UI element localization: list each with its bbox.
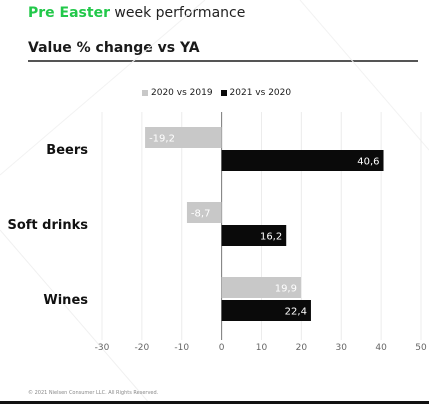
- x-tick-label-3: 0: [219, 343, 225, 353]
- x-tick-label-6: 30: [336, 343, 348, 353]
- data-label-s0-c0: -19,2: [149, 134, 175, 145]
- legend-swatch-2021: [220, 90, 227, 96]
- legend-label-2021: 2021 vs 2020: [229, 88, 292, 98]
- background-decoration-line: [299, 0, 429, 151]
- bar-s1-c2: [221, 300, 311, 321]
- x-tick-label-8: 50: [415, 343, 427, 353]
- legend-label-2020: 2020 vs 2019: [151, 88, 213, 98]
- bottom-bar: [0, 401, 429, 404]
- category-label-0: Beers: [46, 143, 88, 158]
- category-label-2: Wines: [43, 293, 88, 308]
- x-tick-label-1: -20: [135, 343, 150, 353]
- x-tick-label-4: 10: [256, 343, 268, 353]
- legend-item-2020: 2020 vs 2019: [142, 88, 213, 98]
- legend-swatch-2020: [142, 90, 148, 96]
- background-decoration-line: [0, 0, 206, 176]
- x-tick-label-7: 40: [375, 343, 387, 353]
- bar-s0-c1: [186, 202, 222, 223]
- title-highlight: Pre Easter: [28, 5, 110, 21]
- data-label-s1-c0: 40,6: [357, 157, 379, 168]
- background-decoration-line: [0, 229, 151, 404]
- x-tick-label-5: 20: [296, 343, 308, 353]
- category-label-1: Soft drinks: [7, 218, 88, 233]
- title-rest: week performance: [109, 5, 246, 21]
- subtitle-divider: [28, 60, 418, 62]
- x-tick-label-2: -10: [174, 343, 189, 353]
- data-label-s0-c2: 19,9: [275, 284, 297, 295]
- bar-s0-c0: [145, 127, 222, 148]
- x-tick-label-0: -30: [95, 343, 110, 353]
- chart-title: Pre Easter week performance: [28, 5, 245, 21]
- legend-item-2021: 2021 vs 2020: [220, 88, 292, 98]
- bar-s1-c0: [221, 150, 384, 171]
- data-label-s0-c1: -8,7: [191, 209, 211, 220]
- chart-subtitle: Value % change vs YA: [28, 40, 200, 56]
- legend: 2020 vs 2019 2021 vs 2020: [142, 88, 299, 98]
- data-label-s1-c1: 16,2: [260, 232, 282, 243]
- bar-s1-c1: [221, 225, 287, 246]
- copyright-footer: © 2021 Nielsen Consumer LLC. All Rights …: [28, 390, 159, 396]
- data-label-s1-c2: 22,4: [285, 307, 307, 318]
- bar-s0-c2: [221, 277, 301, 298]
